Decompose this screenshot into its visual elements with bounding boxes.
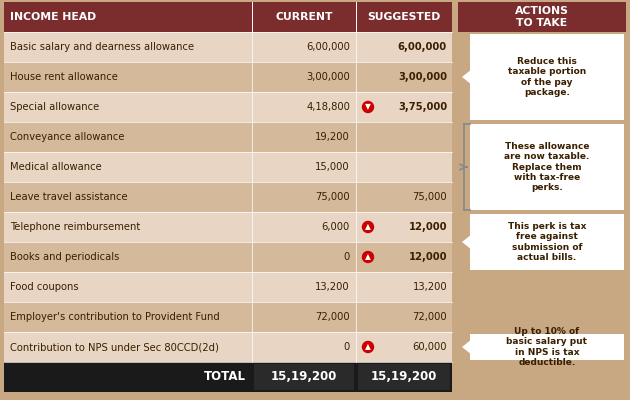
Text: 3,00,000: 3,00,000 <box>306 72 350 82</box>
Text: ▼: ▼ <box>365 102 371 112</box>
Text: 0: 0 <box>344 252 350 262</box>
Text: Special allowance: Special allowance <box>10 102 100 112</box>
Bar <box>4 182 452 212</box>
Text: 6,00,000: 6,00,000 <box>398 42 447 52</box>
Bar <box>470 214 624 270</box>
Text: This perk is tax
free against
submission of
actual bills.: This perk is tax free against submission… <box>508 222 586 262</box>
Text: 15,19,200: 15,19,200 <box>271 370 337 384</box>
Bar <box>458 2 626 32</box>
Text: Food coupons: Food coupons <box>10 282 79 292</box>
Text: TOTAL: TOTAL <box>204 370 246 384</box>
Text: 4,18,800: 4,18,800 <box>306 102 350 112</box>
Text: 15,000: 15,000 <box>316 162 350 172</box>
Bar <box>4 362 452 392</box>
Bar <box>4 32 452 62</box>
Text: 72,000: 72,000 <box>413 312 447 322</box>
Bar <box>470 34 624 120</box>
Bar <box>4 332 452 362</box>
Text: Up to 10% of
basic salary put
in NPS is tax
deductible.: Up to 10% of basic salary put in NPS is … <box>507 327 588 367</box>
Bar <box>470 124 624 210</box>
Circle shape <box>362 222 374 232</box>
Text: INCOME HEAD: INCOME HEAD <box>10 12 96 22</box>
Text: 13,200: 13,200 <box>413 282 447 292</box>
Text: ▲: ▲ <box>365 222 371 232</box>
Text: ACTIONS
TO TAKE: ACTIONS TO TAKE <box>515 6 569 28</box>
Bar <box>4 302 452 332</box>
Text: 6,00,000: 6,00,000 <box>306 42 350 52</box>
Bar <box>4 152 452 182</box>
Text: 12,000: 12,000 <box>408 252 447 262</box>
Bar <box>4 62 452 92</box>
Text: 0: 0 <box>344 342 350 352</box>
Text: ▲: ▲ <box>365 342 371 352</box>
Circle shape <box>362 252 374 262</box>
Text: 6,000: 6,000 <box>322 222 350 232</box>
Bar <box>254 364 354 390</box>
Bar <box>470 334 624 360</box>
Text: House rent allowance: House rent allowance <box>10 72 118 82</box>
Text: CURRENT: CURRENT <box>275 12 333 22</box>
Text: These allowance
are now taxable.
Replace them
with tax-free
perks.: These allowance are now taxable. Replace… <box>504 142 590 192</box>
Bar <box>458 2 626 392</box>
Text: Medical allowance: Medical allowance <box>10 162 102 172</box>
Text: Leave travel assistance: Leave travel assistance <box>10 192 128 202</box>
Text: ▲: ▲ <box>365 252 371 262</box>
Text: 19,200: 19,200 <box>315 132 350 142</box>
Circle shape <box>362 102 374 112</box>
Text: SUGGESTED: SUGGESTED <box>367 12 441 22</box>
Bar <box>4 92 452 122</box>
Text: 75,000: 75,000 <box>413 192 447 202</box>
Text: 13,200: 13,200 <box>316 282 350 292</box>
Bar <box>4 212 452 242</box>
Text: 3,75,000: 3,75,000 <box>398 102 447 112</box>
Text: Contribution to NPS under Sec 80CCD(2d): Contribution to NPS under Sec 80CCD(2d) <box>10 342 219 352</box>
Text: 15,19,200: 15,19,200 <box>371 370 437 384</box>
Bar <box>4 122 452 152</box>
Text: 60,000: 60,000 <box>413 342 447 352</box>
Bar <box>4 272 452 302</box>
Polygon shape <box>462 234 472 250</box>
Text: 12,000: 12,000 <box>408 222 447 232</box>
Text: 3,00,000: 3,00,000 <box>398 72 447 82</box>
Polygon shape <box>462 339 472 355</box>
Bar <box>4 2 452 32</box>
Text: 75,000: 75,000 <box>316 192 350 202</box>
Text: Basic salary and dearness allowance: Basic salary and dearness allowance <box>10 42 194 52</box>
Polygon shape <box>462 69 472 85</box>
Bar <box>4 242 452 272</box>
Bar <box>358 364 450 390</box>
Circle shape <box>362 342 374 352</box>
Text: Telephone reimbursement: Telephone reimbursement <box>10 222 140 232</box>
Text: Conveyance allowance: Conveyance allowance <box>10 132 125 142</box>
Text: Employer's contribution to Provident Fund: Employer's contribution to Provident Fun… <box>10 312 220 322</box>
Text: Reduce this
taxable portion
of the pay
package.: Reduce this taxable portion of the pay p… <box>508 57 586 97</box>
Text: Books and periodicals: Books and periodicals <box>10 252 119 262</box>
Text: 72,000: 72,000 <box>316 312 350 322</box>
